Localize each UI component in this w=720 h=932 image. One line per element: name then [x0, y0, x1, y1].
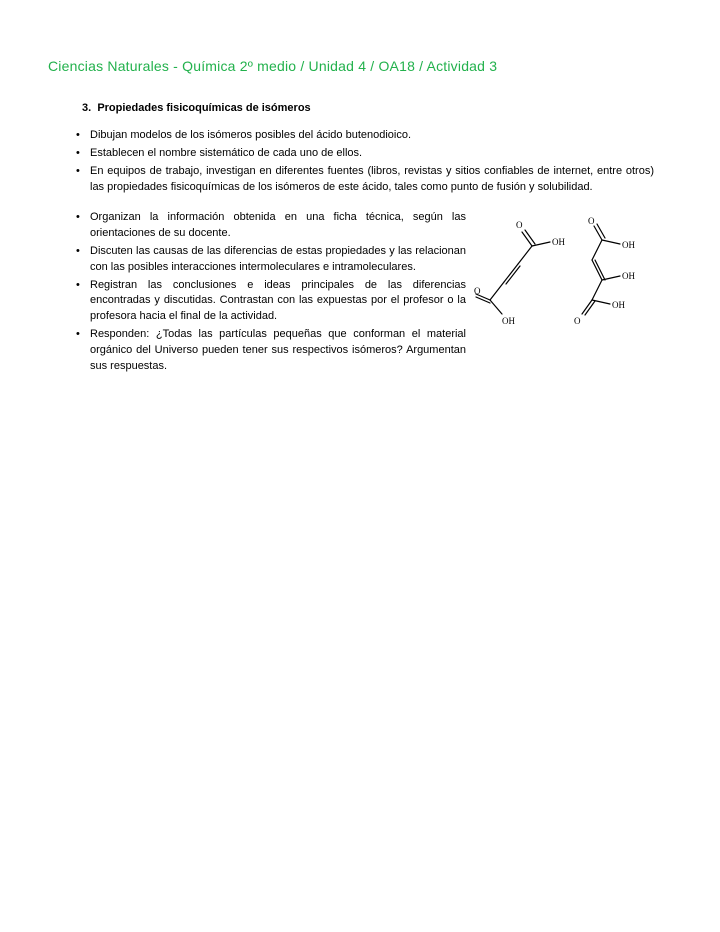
list-item: En equipos de trabajo, investigan en dif…: [76, 164, 654, 196]
list-item: Responden: ¿Todas las partículas pequeña…: [76, 327, 466, 375]
bullet-list-top: Dibujan modelos de los isómeros posibles…: [66, 128, 654, 196]
atom-label-o: O: [474, 286, 481, 296]
page-header: Ciencias Naturales - Química 2º medio / …: [48, 58, 672, 74]
atom-label-oh: OH: [552, 237, 565, 247]
wrapped-block: O OH O OH O OH OH O OH Organizan la info…: [66, 210, 654, 377]
section-title: 3. Propiedades fisicoquímicas de isómero…: [82, 102, 654, 114]
atom-label-o: O: [574, 316, 581, 326]
list-item: Organizan la información obtenida en una…: [76, 210, 466, 242]
list-item: Dibujan modelos de los isómeros posibles…: [76, 128, 654, 144]
list-item: Establecen el nombre sistemático de cada…: [76, 146, 654, 162]
atom-label-oh: OH: [622, 240, 635, 250]
section-heading: Propiedades fisicoquímicas de isómeros: [97, 102, 310, 114]
atom-label-oh: OH: [612, 300, 625, 310]
atom-label-o: O: [516, 220, 523, 230]
atom-label-o: O: [588, 216, 595, 226]
molecule-svg: O OH O OH O OH OH O OH: [474, 212, 654, 332]
list-item: Discuten las causas de las diferencias d…: [76, 244, 466, 276]
atom-label-oh: OH: [622, 271, 635, 281]
bullet-list-wrapped: Organizan la información obtenida en una…: [66, 210, 466, 377]
molecule-figure: O OH O OH O OH OH O OH: [474, 212, 654, 332]
atom-label-oh: OH: [502, 316, 515, 326]
content-area: 3. Propiedades fisicoquímicas de isómero…: [48, 102, 672, 377]
list-item: Registran las conclusiones e ideas princ…: [76, 278, 466, 326]
section-number: 3.: [82, 102, 91, 114]
